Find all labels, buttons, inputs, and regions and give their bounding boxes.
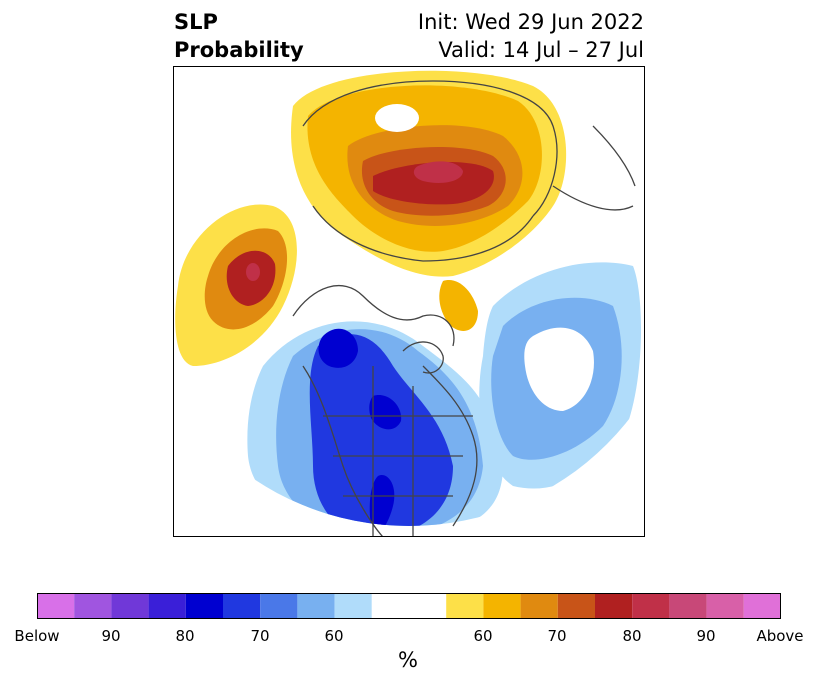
colorbar-swatch <box>595 593 633 619</box>
colorbar-swatch <box>297 593 335 619</box>
colorbar-tick-label: 70 <box>250 627 270 645</box>
colorbar-tick-label: 90 <box>696 627 716 645</box>
colorbar-tick-label: 80 <box>175 627 195 645</box>
colorbar-tick-label: 60 <box>473 627 493 645</box>
colorbar-swatch <box>520 593 558 619</box>
valid-range: Valid: 14 Jul – 27 Jul <box>438 38 644 62</box>
colorbar-swatch <box>148 593 186 619</box>
below-spot-north <box>375 104 419 132</box>
colorbar-swatch <box>446 593 484 619</box>
title-variable: SLP <box>174 10 218 34</box>
colorbar-tick-label: Below <box>14 627 60 645</box>
colorbar-swatch <box>743 593 781 619</box>
colorbar-swatch <box>223 593 261 619</box>
colorbar-swatch <box>371 593 447 619</box>
colorbar-swatch <box>74 593 112 619</box>
colorbar <box>37 593 781 619</box>
probability-contours <box>175 70 642 526</box>
colorbar-tick-label: 60 <box>324 627 344 645</box>
colorbar-swatch <box>37 593 75 619</box>
colorbar-swatch <box>185 593 223 619</box>
colorbar-swatch <box>260 593 298 619</box>
colorbar-swatch <box>557 593 595 619</box>
probability-map <box>173 66 645 537</box>
colorbar-swatch <box>111 593 149 619</box>
init-date: Init: Wed 29 Jun 2022 <box>417 10 644 34</box>
colorbar-swatch <box>669 593 707 619</box>
title-type: Probability <box>174 38 304 62</box>
colorbar-swatch <box>706 593 744 619</box>
colorbar-tick-label: Above <box>756 627 804 645</box>
colorbar-swatch <box>483 593 521 619</box>
colorbar-tick-label: 90 <box>101 627 121 645</box>
colorbar-unit-label: % <box>398 648 418 672</box>
coastlines <box>292 80 636 537</box>
map-title: SLP Probability <box>174 8 304 64</box>
colorbar-tick-label: 70 <box>547 627 567 645</box>
colorbar-swatch <box>632 593 670 619</box>
colorbar-swatch <box>334 593 372 619</box>
map-dates: Init: Wed 29 Jun 2022 Valid: 14 Jul – 27… <box>418 8 644 64</box>
colorbar-tick-label: 80 <box>622 627 642 645</box>
